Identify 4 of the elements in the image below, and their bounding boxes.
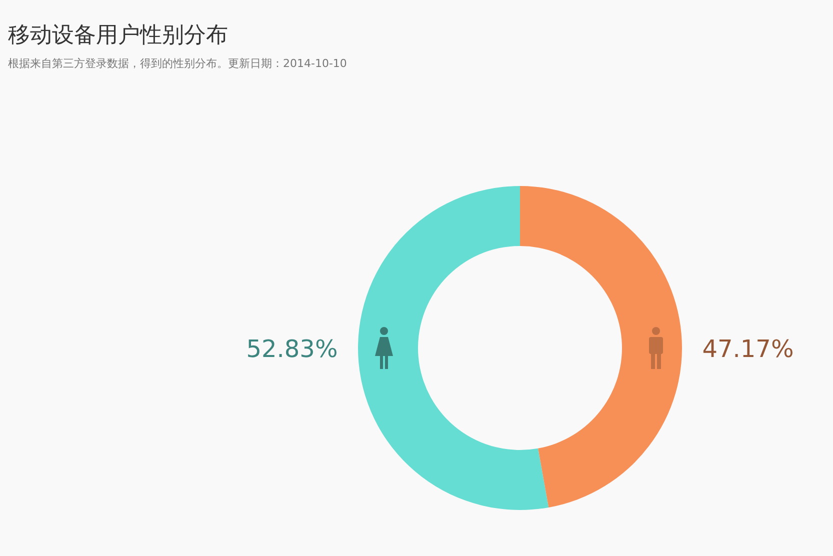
data-label: 52.83% (246, 335, 338, 363)
chart-title: 移动设备用户性别分布 (8, 23, 228, 48)
data-label: 47.17% (702, 335, 794, 363)
chart-subtitle: 根据来自第三方登录数据，得到的性别分布。更新日期：2014-10-10 (8, 57, 347, 70)
